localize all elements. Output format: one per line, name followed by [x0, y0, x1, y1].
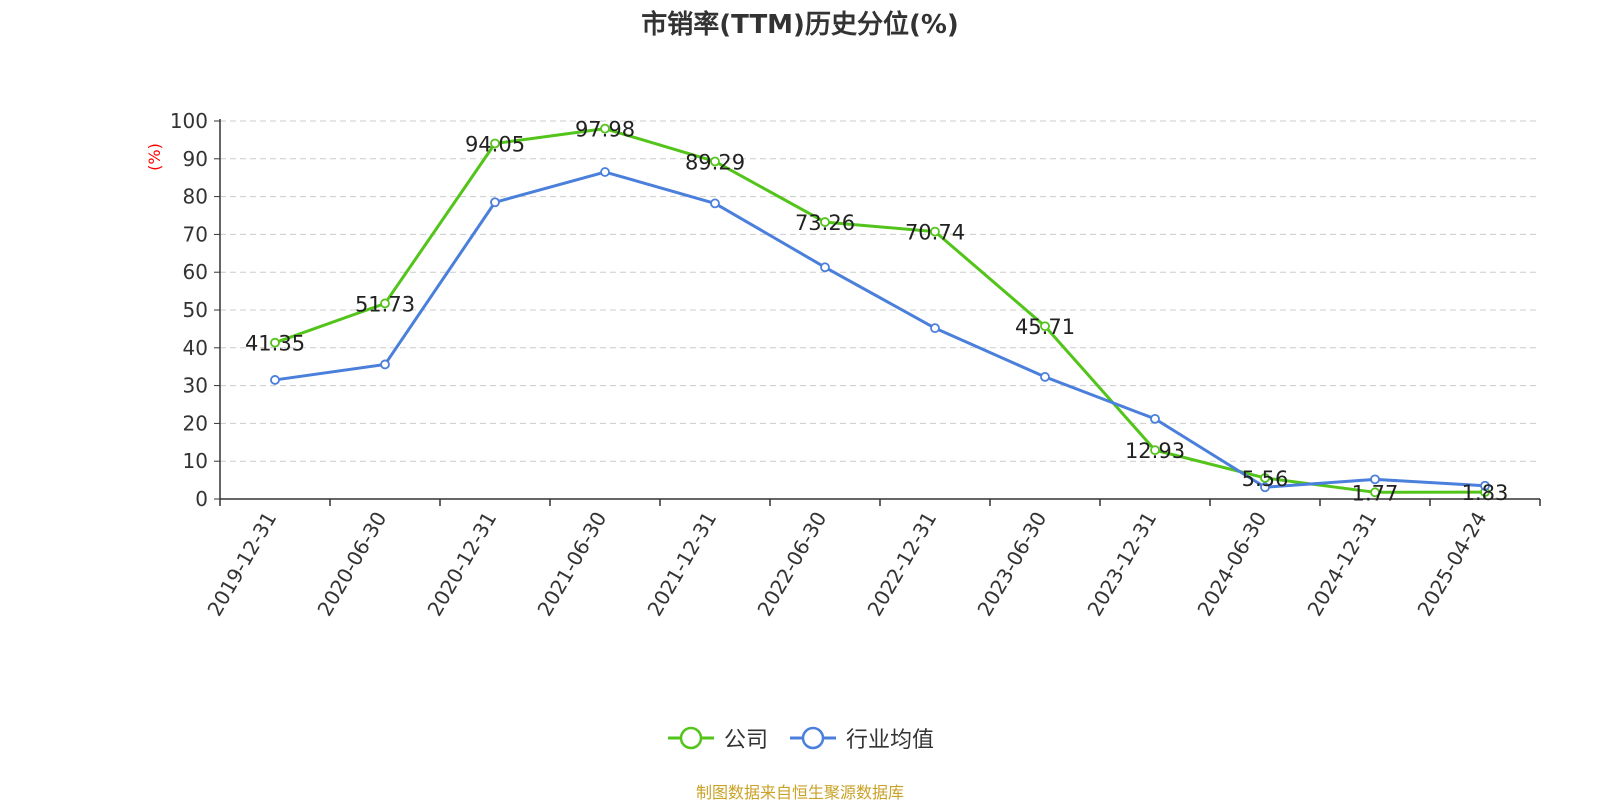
- series-lines: [270, 123, 1490, 498]
- legend-circle: [801, 726, 825, 750]
- data-point: [1260, 473, 1270, 483]
- y-tick-label: 60: [183, 260, 208, 284]
- data-point: [820, 262, 830, 273]
- y-tick-label: 50: [183, 298, 208, 322]
- data-point: [270, 375, 280, 385]
- data-label: 97.98: [575, 118, 635, 142]
- legend-item[interactable]: 公司: [666, 722, 768, 754]
- legend-marker-icon: [790, 726, 836, 750]
- data-point: [1480, 480, 1490, 491]
- data-point: [490, 197, 500, 208]
- data-point: [930, 226, 940, 237]
- x-tick-label: 2021-06-30: [532, 508, 611, 621]
- data-point: [1040, 372, 1050, 382]
- x-tick-label: 2024-06-30: [1192, 508, 1271, 621]
- data-label: 12.93: [1125, 439, 1185, 463]
- y-tick-label: 30: [183, 374, 208, 398]
- data-point: [270, 337, 280, 348]
- y-tick-label: 70: [183, 222, 208, 246]
- data-point: [600, 123, 610, 134]
- x-tick-label: 2020-12-31: [422, 508, 501, 621]
- x-tick-label: 2023-12-31: [1082, 508, 1161, 621]
- data-label: 94.05: [465, 132, 525, 156]
- data-point: [820, 217, 830, 227]
- x-tick-label: 2022-12-31: [862, 508, 941, 621]
- data-label: 41.35: [245, 332, 305, 356]
- data-label: 1.83: [1462, 481, 1509, 505]
- data-point: [930, 323, 940, 334]
- legend: 公司 行业均值: [0, 722, 1600, 754]
- x-tick-label: 2023-06-30: [972, 508, 1051, 621]
- data-labels: 41.35 51.73 94.05 97.98 89.29 73.26 70.74 45.71…: [245, 118, 1508, 506]
- y-tick-label: 10: [183, 449, 208, 473]
- x-tick-label: 2021-12-31: [642, 508, 721, 621]
- data-point: [1370, 487, 1380, 498]
- data-label: 1.77: [1352, 481, 1399, 505]
- x-tick-label: 2019-12-31: [202, 508, 281, 621]
- line-chart: 0 10 20 30 40 50 60 70 80 90 100 2019-12-31 2020-06-…: [145, 109, 1541, 621]
- data-point: [1260, 482, 1270, 493]
- y-tick-label: 0: [195, 487, 208, 511]
- x-tick-label: 2020-06-30: [312, 508, 391, 621]
- legend-marker-icon: [667, 726, 714, 750]
- legend-label: 行业均值: [846, 728, 935, 753]
- data-point: [1370, 474, 1380, 485]
- data-label: 73.26: [795, 211, 855, 235]
- data-point: [490, 138, 500, 149]
- series-line-2: [274, 170, 1486, 489]
- y-axis-label: (%): [145, 143, 164, 171]
- data-label: 45.71: [1015, 315, 1075, 339]
- y-tick-label: 100: [170, 109, 208, 133]
- x-tick-label: 2024-12-31: [1302, 508, 1381, 621]
- data-label: 5.56: [1242, 467, 1289, 491]
- data-label: 51.73: [355, 292, 415, 316]
- legend-circle: [679, 726, 703, 750]
- data-point: [600, 167, 610, 177]
- data-point: [380, 359, 390, 370]
- legend-item[interactable]: 行业均值: [788, 722, 934, 754]
- x-tick-label: 2025-04-24: [1412, 508, 1491, 621]
- source-note: 制图数据来自恒生聚源数据库: [695, 783, 904, 802]
- data-point: [1150, 413, 1160, 424]
- series-line-1: [274, 127, 1486, 494]
- data-point: [710, 198, 720, 209]
- data-point: [1040, 321, 1050, 332]
- data-point: [710, 156, 720, 167]
- legend-label: 公司: [723, 728, 768, 753]
- y-tick-label: 40: [183, 336, 208, 360]
- data-label: 89.29: [685, 150, 745, 174]
- y-tick-label: 90: [183, 147, 208, 171]
- data-point: [380, 298, 390, 309]
- data-point: [1150, 445, 1160, 456]
- y-tick-label: 20: [183, 411, 208, 435]
- data-label: 70.74: [905, 221, 965, 245]
- x-tick-label: 2022-06-30: [752, 508, 831, 621]
- y-tick-label: 80: [183, 185, 208, 209]
- chart-title: 市销率(TTM)历史分位(%): [641, 10, 959, 40]
- grid-lines: [220, 120, 1540, 462]
